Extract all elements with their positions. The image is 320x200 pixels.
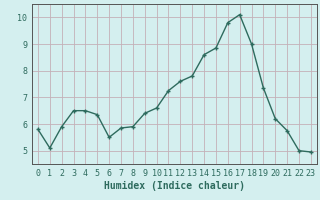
X-axis label: Humidex (Indice chaleur): Humidex (Indice chaleur) xyxy=(104,181,245,191)
